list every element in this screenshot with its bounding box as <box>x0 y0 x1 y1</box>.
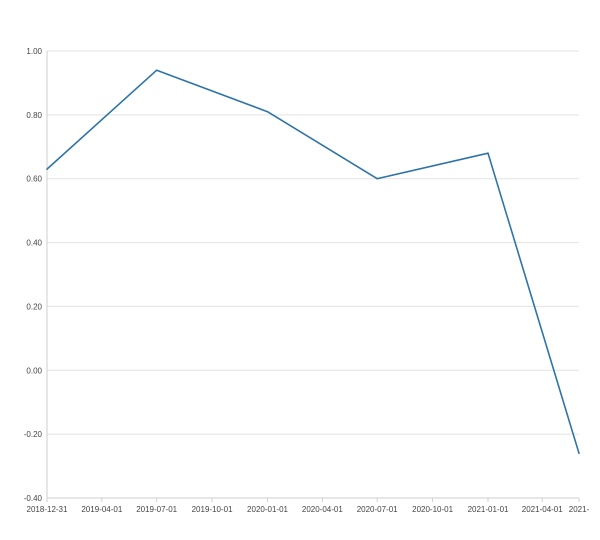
data-point <box>376 177 378 180</box>
x-tick-label: 2019-10-01 <box>192 505 233 514</box>
grid <box>47 50 579 499</box>
x-tick-label: 2020-01-01 <box>247 505 288 514</box>
y-tick-label: 0.60 <box>26 175 42 184</box>
x-tick-label: 2021-01-01 <box>468 505 509 514</box>
data-point <box>487 152 489 154</box>
x-tick-label: 2019-04-01 <box>81 505 122 514</box>
data-point <box>155 69 158 71</box>
y-tick-label: 1.00 <box>26 47 42 56</box>
y-tick-label: 0.00 <box>26 366 42 375</box>
axes <box>46 51 579 499</box>
x-tick-label: 2018-12-31 <box>27 505 68 514</box>
y-tick-label: 0.20 <box>26 302 42 311</box>
y-tick-label: -0.20 <box>24 430 43 439</box>
x-tick-label: 2020-10-01 <box>412 505 453 514</box>
y-tick-label: 0.40 <box>26 239 42 248</box>
x-tick-label: 2021-04-01 <box>522 505 563 514</box>
x-tick-label: 2021- <box>569 505 590 514</box>
data-point <box>46 168 48 170</box>
data-point <box>266 110 269 113</box>
y-axis-ticks: 1.00 0.80 0.60 0.40 0.20 0.00 -0.20 -0.40 <box>24 47 43 503</box>
x-tick-label: 2019-07-01 <box>136 505 177 514</box>
x-tick-label: 2020-04-01 <box>302 505 343 514</box>
y-tick-label: -0.40 <box>24 494 43 503</box>
series-line <box>46 69 580 454</box>
x-tick-label: 2020-07-01 <box>357 505 398 514</box>
data-point <box>578 452 580 455</box>
y-tick-label: 0.80 <box>26 111 42 120</box>
series-group <box>46 69 580 455</box>
x-axis-ticks: 2018-12-31 2019-04-01 2019-07-01 2019-10-01… <box>27 498 590 514</box>
